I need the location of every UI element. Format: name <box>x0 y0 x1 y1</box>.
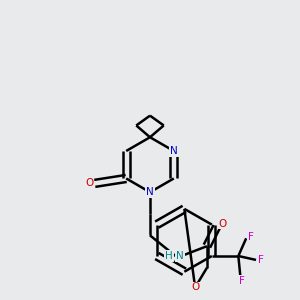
Text: F: F <box>239 276 245 286</box>
Text: O: O <box>85 178 94 188</box>
Text: O: O <box>191 282 199 292</box>
Text: F: F <box>248 232 254 242</box>
Text: H: H <box>165 251 173 261</box>
Text: F: F <box>258 255 264 265</box>
Text: N: N <box>170 146 178 156</box>
Text: O: O <box>218 219 226 229</box>
Text: N: N <box>176 251 184 261</box>
Text: N: N <box>146 187 154 197</box>
